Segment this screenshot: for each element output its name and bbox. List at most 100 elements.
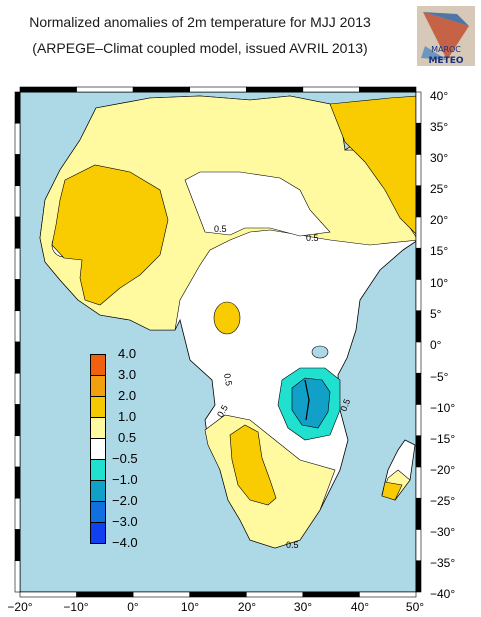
legend-swatch-neg1-neg2 [90,480,106,502]
frame-ticks-left [14,91,21,593]
frame-segment [245,591,304,598]
frame-segment [14,185,21,218]
frame-segment [76,86,134,93]
contour-label: 0.5 [222,373,234,387]
y-tick-label: 35° [430,120,448,134]
frame-segment [14,341,21,374]
frame-segment [14,279,21,312]
frame-segment [14,372,21,405]
y-tick-label: −30° [430,525,455,539]
y-axis-labels: 40° 35° 30° 25° 20° 15° 10° 5° 0° −5° −1… [430,89,455,601]
frame-segment [415,154,422,187]
legend-label: 4.0 [118,346,137,361]
frame-segment [415,247,422,280]
anomaly-neutral-sahara [184,171,331,237]
x-tick-label: 30° [294,600,312,614]
legend-swatch-neutral [90,438,106,460]
map-subtitle: (ARPEGE–Climat coupled model, issued AVR… [32,40,368,56]
anomaly-gold-west [51,164,169,306]
frame-segment [76,591,134,598]
frame-segment [14,154,21,187]
frame-segment [415,404,422,437]
contour-label: 0.5 [214,224,227,234]
y-tick-label: −5° [430,370,449,384]
legend-swatch-2-3 [90,375,106,397]
y-tick-label: 25° [430,182,448,196]
frame-segment [14,247,21,280]
legend-label: 0.5 [118,430,137,445]
y-tick-label: −35° [430,556,455,570]
frame-segment [415,216,422,249]
frame-segment [415,341,422,374]
x-tick-label: 0° [127,600,139,614]
y-tick-label: −25° [430,494,455,508]
y-tick-label: −15° [430,432,455,446]
frame-segment [415,372,422,405]
contour-label: 0.5 [306,233,319,243]
x-tick-label: 20° [238,600,256,614]
frame-segment [14,466,21,499]
frame-segment [415,466,422,499]
frame-segment [415,435,422,468]
frame-segment [14,560,21,593]
legend-swatch-neg05-neg1 [90,459,106,481]
frame-segment [14,91,21,124]
y-tick-label: −40° [430,587,455,601]
frame-ticks-top [19,86,417,93]
frame-segment [415,310,422,343]
y-tick-label: 20° [430,213,448,227]
frame-segment [19,591,77,598]
legend-swatch-3-4 [90,354,106,376]
frame-segment [415,185,422,218]
y-tick-label: 5° [430,307,442,321]
y-tick-label: −20° [430,463,455,477]
frame-segment [415,497,422,530]
x-axis-labels: −20° −10° 0° 10° 20° 30° 40° 50° [7,600,424,614]
frame-segment [415,91,422,124]
y-tick-label: 15° [430,244,448,258]
frame-segment [14,404,21,437]
logo-text-top: MAROC [431,45,461,54]
legend-label: −0.5 [112,451,138,466]
frame-segment [132,591,191,598]
frame-segment [415,122,422,155]
legend-swatch-1-2 [90,396,106,418]
frame-ticks-bottom [19,591,417,598]
frame-segment [189,86,247,93]
y-tick-label: 0° [430,338,442,352]
x-tick-label: −10° [63,600,88,614]
frame-segment [189,591,247,598]
legend-label: −2.0 [112,493,138,508]
legend-swatch-05-1 [90,417,106,439]
y-tick-label: 10° [430,276,448,290]
frame-segment [359,591,417,598]
legend-label: 2.0 [118,388,137,403]
contour-label: 0.5 [286,540,299,550]
legend-label: 1.0 [118,409,137,424]
legend-label: 3.0 [118,367,137,382]
maroc-meteo-logo: MAROC METEO [417,6,475,66]
y-tick-label: 40° [430,89,448,103]
frame-segment [14,497,21,530]
frame-segment [132,86,191,93]
anomaly-teal-east [291,377,331,429]
map-title: Normalized anomalies of 2m temperature f… [29,14,371,30]
legend-label: −4.0 [112,535,138,550]
legend-label: −1.0 [112,472,138,487]
legend-swatch-neg2-neg3 [90,501,106,523]
frame-ticks-right [415,91,422,593]
lake-victoria [311,345,329,359]
frame-segment [14,529,21,562]
frame-segment [302,591,360,598]
y-tick-label: −10° [430,401,455,415]
frame-segment [415,529,422,562]
frame-segment [19,86,77,93]
anomaly-gold-south [229,424,277,506]
frame-segment [415,560,422,593]
frame-segment [415,279,422,312]
legend-swatch-neg3-neg4 [90,522,106,544]
lake-tanganyika [304,379,310,421]
y-tick-label: 30° [430,151,448,165]
frame-segment [14,435,21,468]
